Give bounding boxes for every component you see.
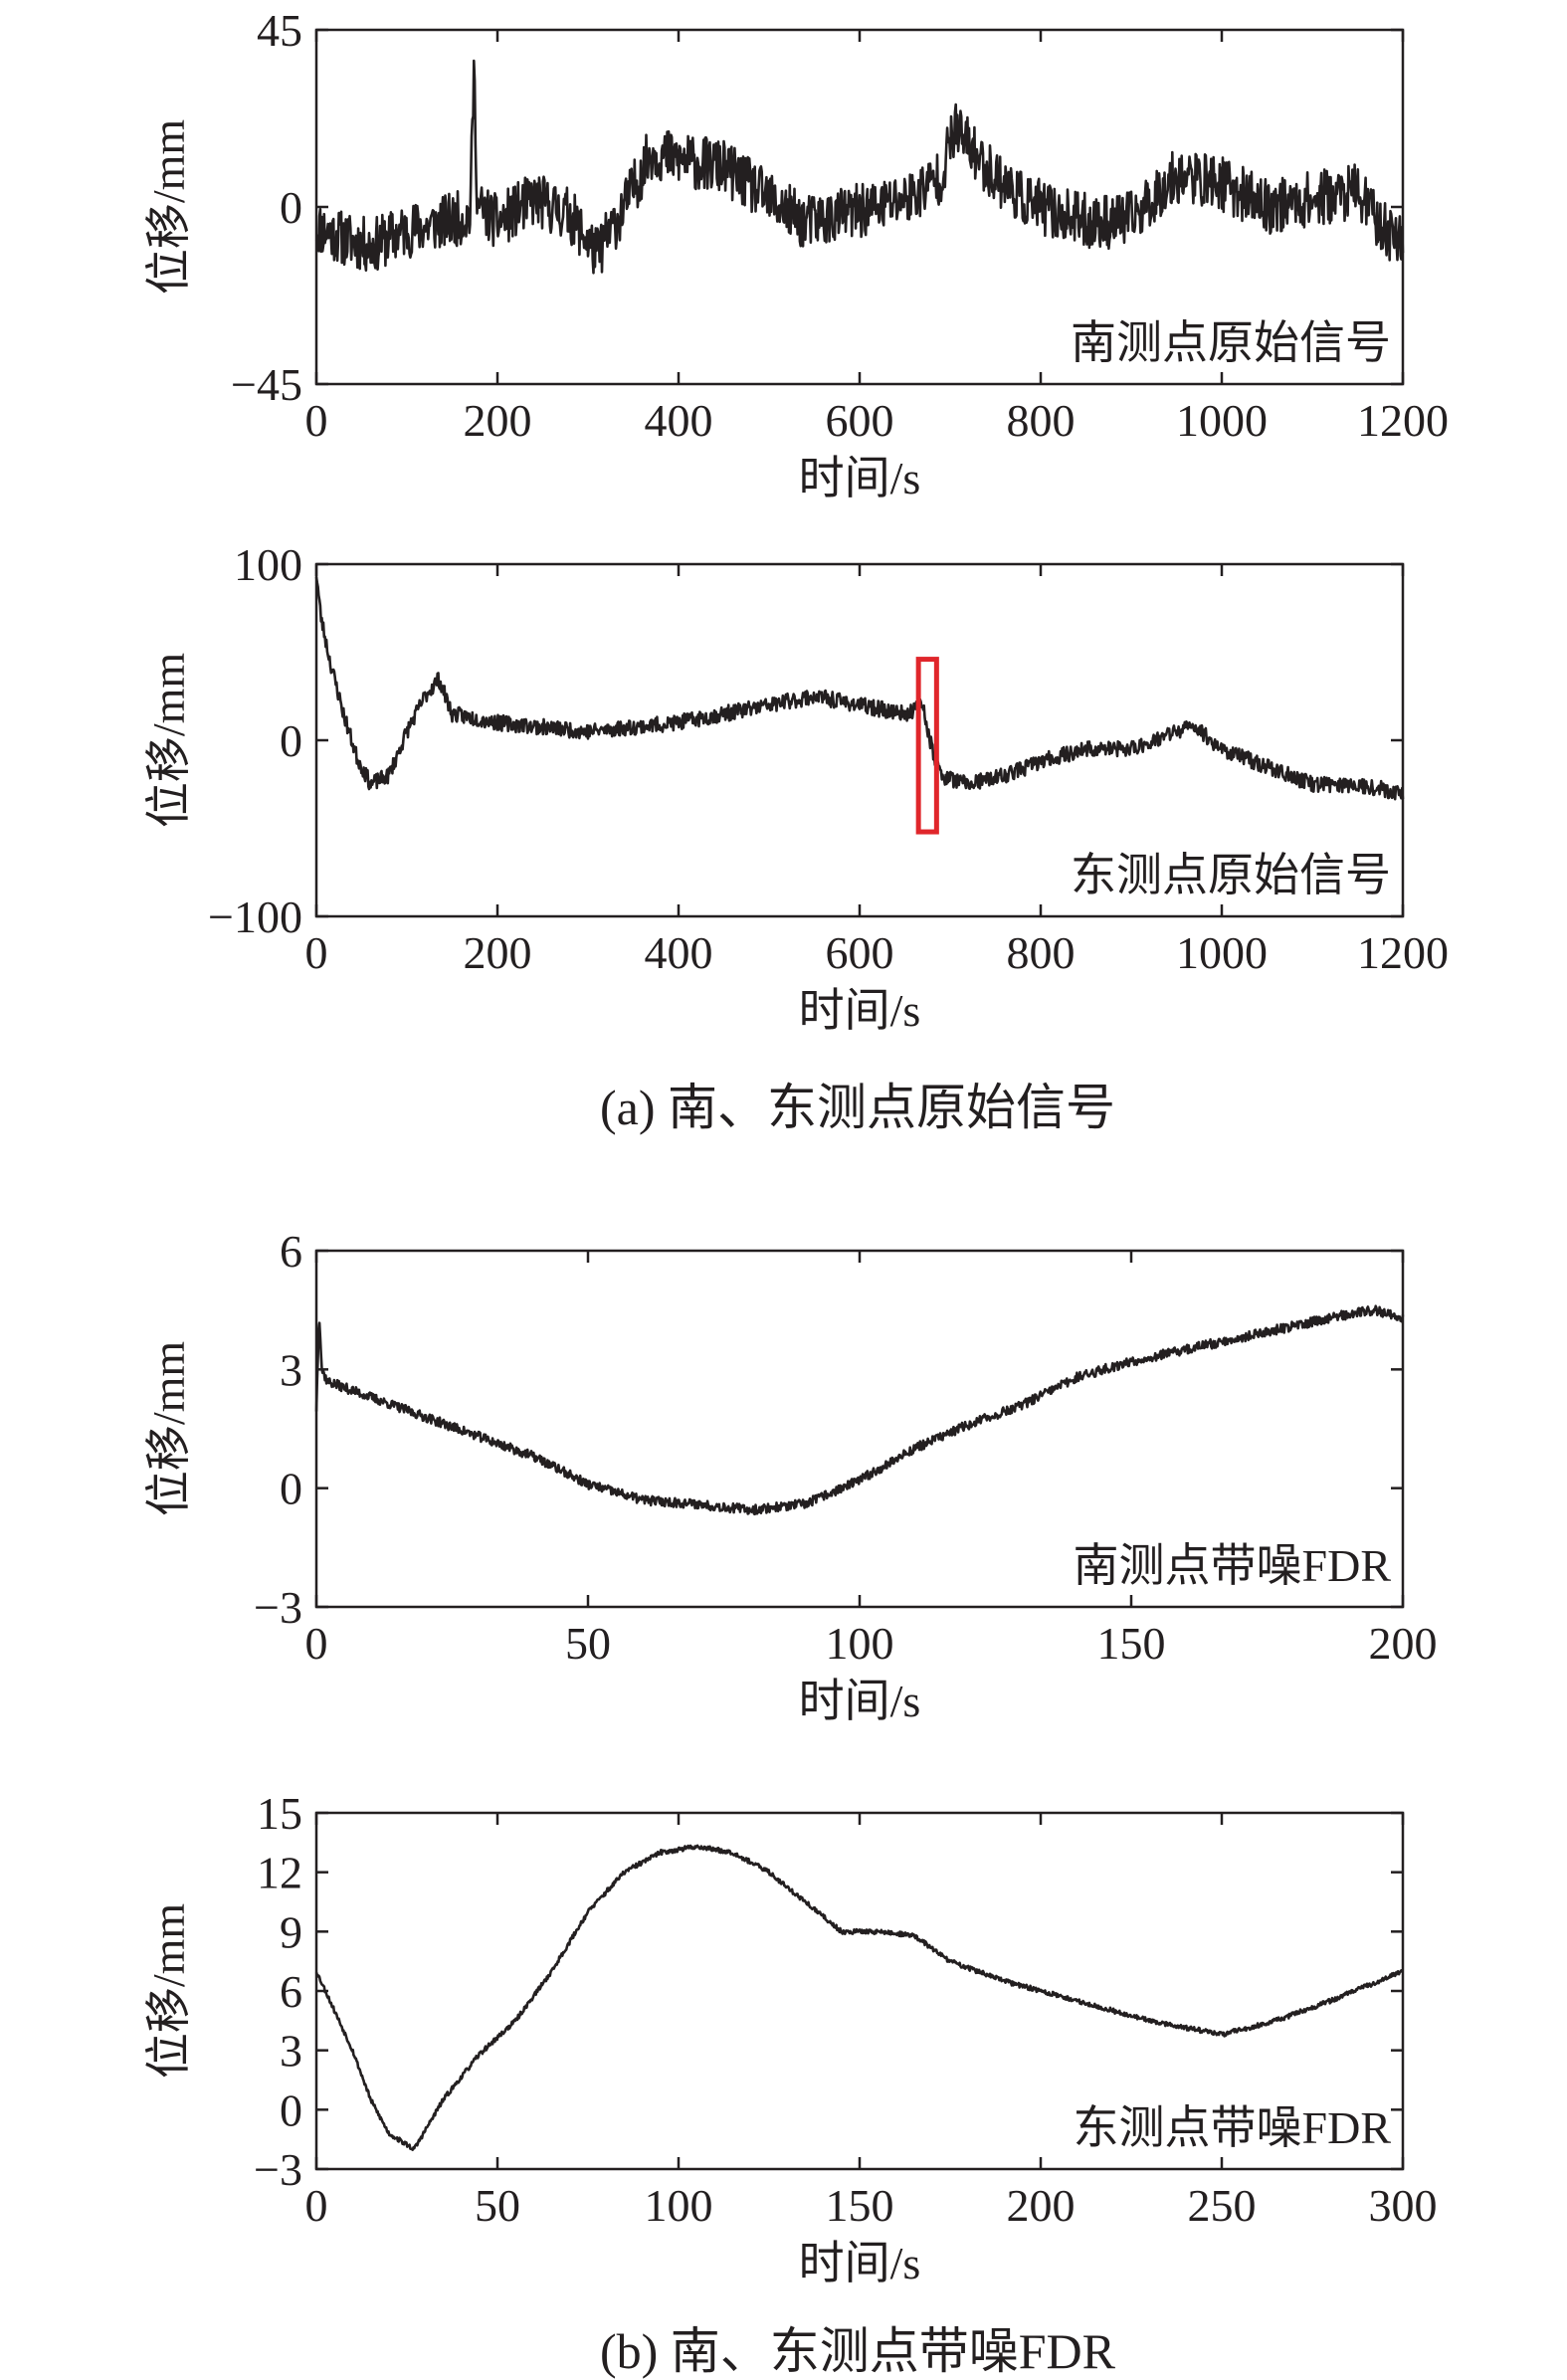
y-tick-label: 100 [234,539,302,590]
x-tick-label: 400 [645,927,713,978]
series-line [314,59,1405,275]
x-tick-label: 1200 [1357,927,1449,978]
series-line [314,1844,1404,2151]
panel-a-east-raw-signal: 0 200 400 600 800 1000 1200−1000100时间/s位移/mm东测… [143,539,1449,1036]
x-tick-label: 600 [826,927,894,978]
y-axis-label: 位移/mm [143,653,194,829]
x-tick-label: 800 [1007,927,1076,978]
y-tick-label: 3 [280,2026,302,2077]
y-tick-label: 12 [257,1848,302,1898]
x-tick-label: 50 [475,2180,520,2231]
x-tick-label: 1200 [1357,395,1449,446]
y-axis-label: 位移/mm [143,1341,194,1517]
y-tick-label: 45 [257,5,302,56]
y-axis-label: 位移/mm [143,119,194,296]
series-annotation: 南测点原始信号 [1071,317,1391,368]
series-line [314,1304,1405,1516]
y-tick-label: 0 [280,182,302,233]
x-tick-label: 0 [305,927,328,978]
x-tick-label: 200 [464,927,532,978]
y-tick-label: 0 [280,715,302,766]
x-axis-label: 时间/s [799,1676,921,1726]
x-axis-label: 时间/s [799,453,921,503]
caption-b: (b) 南、东测点带噪FDR [600,2323,1116,2379]
x-tick-label: 250 [1188,2180,1257,2231]
y-tick-label: 9 [280,1906,302,1957]
x-tick-label: 100 [645,2180,713,2231]
x-tick-label: 0 [305,395,328,446]
y-tick-label: −3 [254,2144,302,2195]
caption-a: (a) 南、东测点原始信号 [600,1080,1115,1135]
panel-b-east-noisy-fdr: 0 50 100 150 200 250 300−303691215时间/s位移/mm东测点… [143,1788,1438,2288]
y-tick-label: 6 [280,1966,302,2017]
y-tick-label: −100 [208,892,302,942]
x-tick-label: 400 [645,395,713,446]
x-tick-label: 150 [826,2180,894,2231]
y-tick-label: −45 [231,359,302,410]
x-tick-label: 300 [1369,2180,1438,2231]
y-tick-label: 0 [280,1464,302,1514]
y-axis-label: 位移/mm [143,1903,194,2080]
x-tick-label: 1000 [1176,927,1268,978]
x-tick-label: 0 [305,1618,328,1669]
y-tick-label: 6 [280,1226,302,1277]
series-line [314,576,1405,801]
x-axis-label: 时间/s [799,985,921,1036]
x-tick-label: 800 [1007,395,1076,446]
y-tick-label: 0 [280,2084,302,2135]
series-annotation: 南测点带噪FDR [1074,1540,1392,1591]
x-tick-label: 600 [826,395,894,446]
x-tick-label: 0 [305,2180,328,2231]
series-annotation: 东测点原始信号 [1071,850,1391,900]
y-tick-label: 3 [280,1344,302,1395]
panel-a-south-raw-signal: 0 200 400 600 800 1000 1200−45045时间/s位移/mm南测点原… [143,5,1449,503]
series-annotation: 东测点带噪FDR [1074,2102,1392,2153]
y-tick-label: 15 [257,1788,302,1839]
y-tick-label: −3 [254,1582,302,1633]
x-tick-label: 150 [1097,1618,1166,1669]
x-tick-label: 1000 [1176,395,1268,446]
x-tick-label: 200 [464,395,532,446]
x-axis-label: 时间/s [799,2238,921,2288]
x-tick-label: 200 [1007,2180,1076,2231]
highlight-box [915,657,939,835]
x-tick-label: 200 [1369,1618,1438,1669]
x-tick-label: 100 [826,1618,894,1669]
x-tick-label: 50 [565,1618,611,1669]
